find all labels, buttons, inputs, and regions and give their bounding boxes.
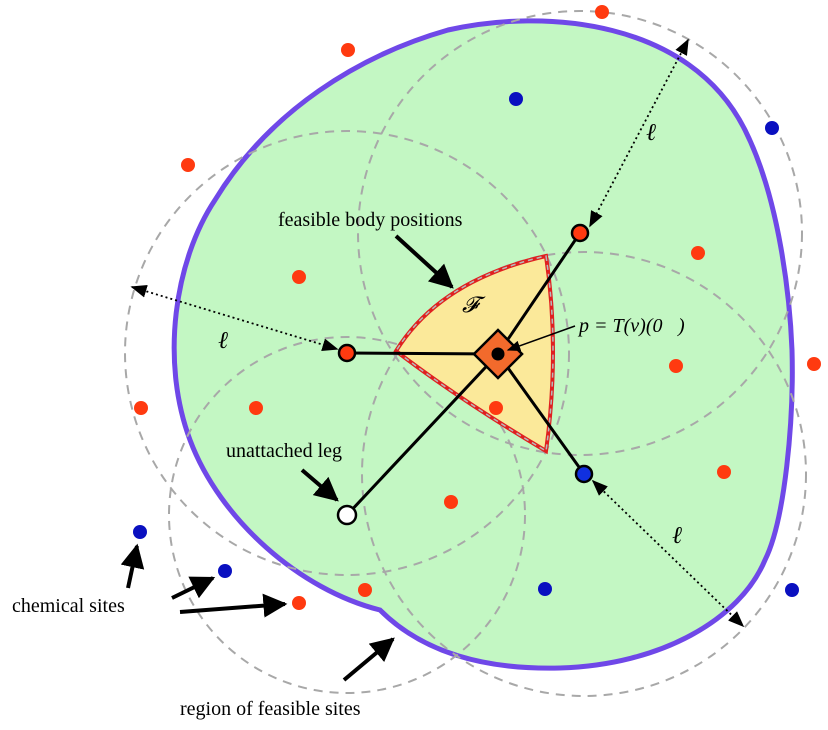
red-site bbox=[358, 583, 372, 597]
blue-site bbox=[133, 525, 147, 539]
foot-top bbox=[570, 223, 590, 243]
blue-site bbox=[765, 121, 779, 135]
region-arrow bbox=[342, 637, 395, 682]
reach-circle-top bbox=[357, 10, 803, 456]
ell-label-left: ℓ bbox=[218, 328, 228, 354]
red-site bbox=[669, 359, 683, 373]
blue-site bbox=[538, 582, 552, 596]
hollow-circle-icon bbox=[336, 504, 358, 526]
reach-circle-left bbox=[124, 130, 570, 576]
chemical-sites-label: chemical sites bbox=[12, 595, 125, 617]
blue-site bbox=[785, 583, 799, 597]
chemical-site-arrow-2 bbox=[171, 576, 216, 600]
reach-circle-bottom-right bbox=[361, 251, 807, 697]
feasible-body-positions-label: feasible body positions bbox=[278, 209, 463, 231]
red-site bbox=[807, 357, 821, 371]
unattached-leg-label: unattached leg bbox=[226, 440, 342, 462]
ell-label-bottom: ℓ bbox=[672, 523, 682, 549]
reach-circle-unattached bbox=[168, 336, 526, 694]
leg-top bbox=[496, 232, 582, 355]
region-of-feasible-sites-label: region of feasible sites bbox=[180, 698, 361, 720]
ell-arrow-left bbox=[130, 285, 339, 351]
foot-bottom-right bbox=[574, 464, 594, 484]
chemical-site-arrow-3 bbox=[179, 593, 288, 618]
ell-arrow-top bbox=[589, 38, 689, 228]
red-site bbox=[292, 596, 306, 610]
blue-site bbox=[509, 92, 523, 106]
red-site bbox=[249, 401, 263, 415]
red-site bbox=[717, 465, 731, 479]
annotation-arrows bbox=[120, 234, 454, 682]
red-site bbox=[595, 5, 609, 19]
red-site bbox=[181, 158, 195, 172]
ell-label-top: ℓ bbox=[646, 120, 656, 146]
red-site bbox=[292, 270, 306, 284]
distance-arrows bbox=[130, 38, 745, 628]
red-site bbox=[341, 43, 355, 57]
red-site bbox=[691, 246, 705, 260]
leg-bottom-right bbox=[496, 353, 586, 475]
chemical-site-arrow-1 bbox=[120, 543, 145, 589]
red-sites bbox=[134, 5, 821, 610]
red-site bbox=[489, 401, 503, 415]
body-position-formula: p = T(v)(0⃗) bbox=[577, 315, 685, 337]
black-dot-icon bbox=[491, 347, 505, 361]
unattached-leg-arrow bbox=[300, 468, 339, 502]
formula-pointer bbox=[506, 325, 576, 351]
red-site bbox=[444, 495, 458, 509]
reach-circles bbox=[124, 10, 807, 697]
blue-sites bbox=[133, 92, 799, 597]
feasible-body-arrow bbox=[394, 234, 454, 289]
blue-site bbox=[218, 564, 232, 578]
leg-unattached bbox=[345, 352, 500, 517]
foot-left bbox=[337, 343, 357, 363]
red-site bbox=[134, 401, 148, 415]
